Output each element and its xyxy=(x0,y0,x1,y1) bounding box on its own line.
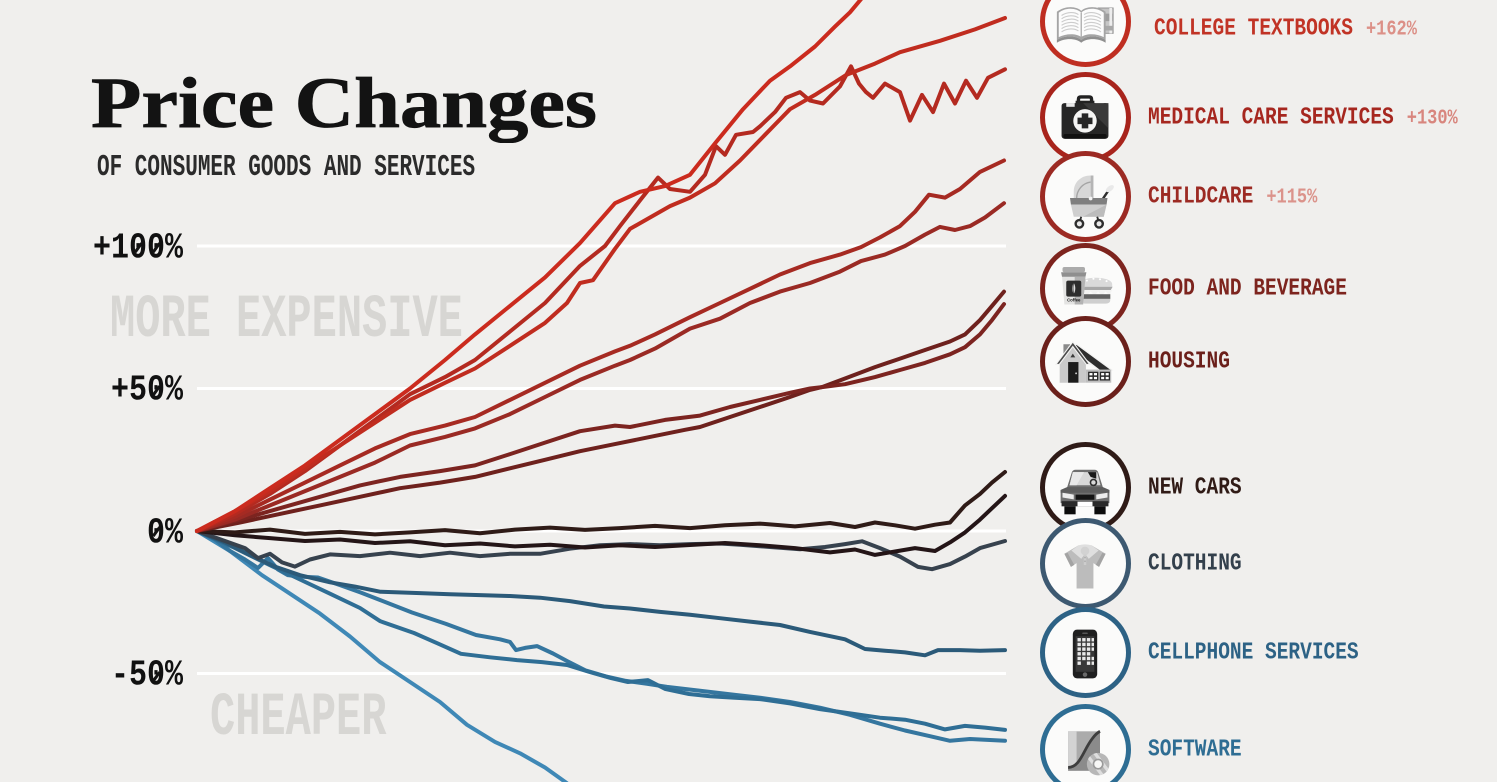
svg-text:Coffee: Coffee xyxy=(1067,298,1081,303)
